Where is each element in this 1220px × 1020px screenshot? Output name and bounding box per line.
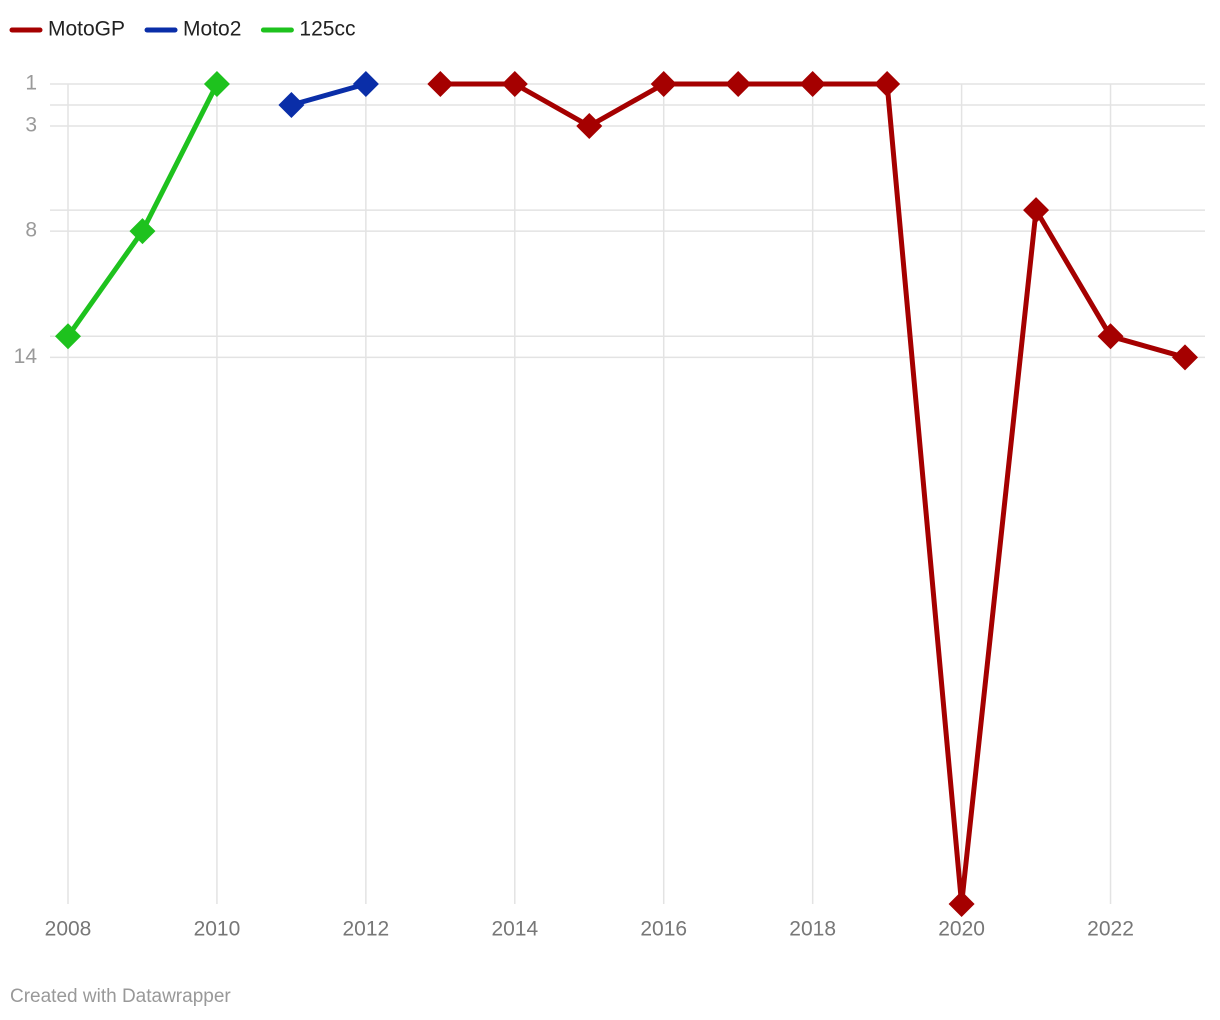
point-marker xyxy=(874,71,901,97)
point-marker xyxy=(725,71,752,97)
x-tick-label: 2016 xyxy=(640,918,687,941)
point-marker xyxy=(203,71,230,97)
point-marker xyxy=(427,71,454,97)
x-tick-label: 2022 xyxy=(1087,918,1134,941)
point-marker xyxy=(1172,344,1198,371)
y-tick-label: 3 xyxy=(25,114,37,137)
legend-label: 125cc xyxy=(299,18,355,41)
legend-label: Moto2 xyxy=(183,18,241,41)
point-marker xyxy=(55,323,81,350)
x-tick-label: 2014 xyxy=(491,918,538,941)
point-marker xyxy=(799,71,826,97)
x-tick-label: 2010 xyxy=(194,918,241,941)
x-tick-label: 2008 xyxy=(45,918,92,941)
point-marker xyxy=(278,92,305,119)
point-marker xyxy=(1023,197,1050,224)
point-marker xyxy=(1097,323,1124,350)
y-tick-label: 14 xyxy=(14,345,38,368)
y-tick-label: 1 xyxy=(25,72,37,95)
point-marker xyxy=(501,71,528,97)
point-marker xyxy=(576,113,603,140)
legend-label: MotoGP xyxy=(48,18,125,41)
point-marker xyxy=(650,71,677,97)
series-line xyxy=(290,81,367,108)
point-marker xyxy=(948,891,975,917)
x-tick-label: 2012 xyxy=(343,918,390,941)
x-tick-label: 2018 xyxy=(789,918,836,941)
x-tick-label: 2020 xyxy=(938,918,985,941)
point-marker xyxy=(129,218,156,245)
y-tick-label: 8 xyxy=(25,219,37,242)
credit: Created with Datawrapper xyxy=(10,986,231,1007)
point-marker xyxy=(352,71,379,97)
